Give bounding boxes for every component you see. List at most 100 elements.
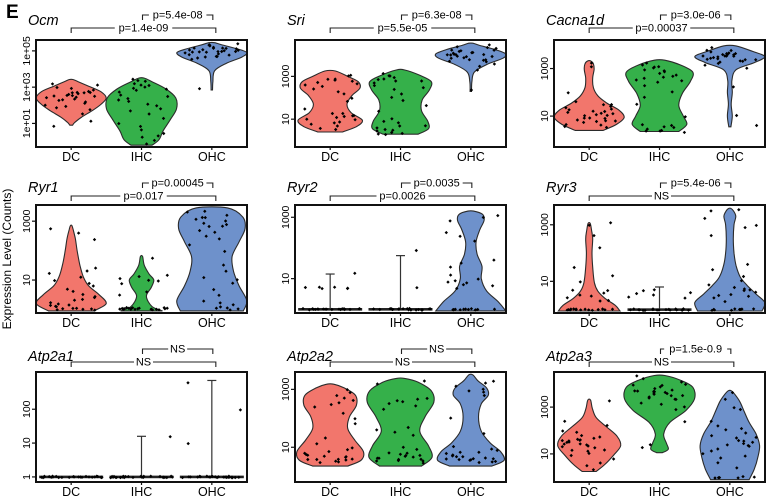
violin-ihc xyxy=(105,77,178,146)
whisker-ohc xyxy=(207,379,217,477)
significance-bracket xyxy=(141,14,214,20)
data-points-ohc xyxy=(444,213,500,312)
x-tick-label-ihc: IHC xyxy=(131,485,153,499)
y-tick-label: 10 xyxy=(21,274,33,286)
data-points-ohc xyxy=(445,43,498,92)
significance-bracket xyxy=(400,348,473,354)
y-tick-label: 1000 xyxy=(539,57,551,81)
gene-title: Ocm xyxy=(28,13,59,29)
significance-bracket xyxy=(141,348,214,354)
x-tick-label-ohc: OHC xyxy=(457,485,485,499)
x-tick-label-ihc: IHC xyxy=(390,485,412,499)
y-tick-label: 1 xyxy=(21,474,33,480)
violin-dc xyxy=(557,221,622,312)
significance-bracket xyxy=(329,195,476,201)
x-tick-label-dc: DC xyxy=(321,485,339,499)
whisker-ihc xyxy=(655,286,664,310)
violin-dc xyxy=(557,398,622,473)
gene-title: Atp2a1 xyxy=(27,349,74,365)
data-points-ohc xyxy=(180,381,243,480)
violin-ihc xyxy=(625,59,694,133)
x-tick-label-ihc: IHC xyxy=(649,316,671,330)
significance-bracket xyxy=(588,27,735,33)
violin-dc xyxy=(297,69,364,133)
significance-bracket xyxy=(70,27,217,33)
p-value-label: p=0.00045 xyxy=(152,178,204,190)
significance-bracket xyxy=(588,195,735,201)
x-tick-label-ihc: IHC xyxy=(131,316,153,330)
violin-dc xyxy=(37,78,107,126)
violin-ohc xyxy=(434,42,505,92)
y-tick-label: 1000 xyxy=(280,205,292,229)
p-value-label: NS xyxy=(136,357,151,369)
significance-bracket xyxy=(659,182,732,188)
data-points-ihc xyxy=(371,248,433,312)
x-tick-label-dc: DC xyxy=(62,150,80,164)
violin-ohc xyxy=(694,44,764,128)
gene-title: Atp2a2 xyxy=(286,349,333,365)
p-value-label: NS xyxy=(654,191,669,203)
y-tick-label: 10 xyxy=(539,110,551,122)
x-tick-label-ohc: OHC xyxy=(198,485,226,499)
y-tick-label: 10 xyxy=(21,437,33,449)
p-value-label: p=6.3e-08 xyxy=(412,10,462,22)
data-points-dc xyxy=(301,271,362,312)
data-points-ohc xyxy=(183,42,240,91)
x-tick-label-dc: DC xyxy=(321,316,339,330)
p-value-label: p=1.5e-0.9 xyxy=(669,344,722,356)
violin-ihc xyxy=(623,374,696,454)
x-tick-label-ihc: IHC xyxy=(649,150,671,164)
p-value-label: NS xyxy=(429,344,444,356)
whisker-ihc xyxy=(396,255,405,310)
violin-ihc xyxy=(120,254,163,312)
p-value-label: p=0.017 xyxy=(123,191,163,203)
gene-title: Ryr2 xyxy=(287,180,318,196)
y-tick-label: 10 xyxy=(280,113,292,125)
y-tick-label: 1000 xyxy=(21,209,33,233)
data-points-dc xyxy=(303,388,357,465)
x-tick-label-dc: DC xyxy=(580,316,598,330)
data-points-ihc xyxy=(117,256,169,312)
x-tick-label-dc: DC xyxy=(580,485,598,499)
violin-plot-ocm: 1e+01 1e+03 1e+05 DC IHC OHC Ocm p=5.4e-08p=1.4… xyxy=(21,10,248,164)
p-value-label: p=5.5e-05 xyxy=(378,23,428,35)
y-tick-label: 1e+03 xyxy=(21,72,33,102)
p-value-label: NS xyxy=(395,357,410,369)
p-value-label: NS xyxy=(170,344,185,356)
x-tick-label-ohc: OHC xyxy=(198,150,226,164)
x-tick-label-ohc: OHC xyxy=(716,316,744,330)
violin-plot-atp2a3: 10 1000 DC IHC OHC Atp2a3 p=1.5e-0.9NS xyxy=(539,344,766,499)
y-tick-label: 1000 xyxy=(280,65,292,89)
y-tick-label: 100 xyxy=(21,400,33,418)
data-points-ihc xyxy=(109,435,175,480)
p-value-label: p=0.0035 xyxy=(414,178,460,190)
violin-plot-cacna1d: 10 1000 DC IHC OHC Cacna1d p=3.0e-06p=0.00037 xyxy=(539,10,766,164)
data-points-ohc xyxy=(185,209,240,312)
y-tick-label: 10 xyxy=(539,448,551,460)
y-tick-label: 1000 xyxy=(280,378,292,402)
p-value-label: p=3.0e-06 xyxy=(671,10,721,22)
significance-bracket xyxy=(70,361,217,367)
violin-ohc xyxy=(176,206,246,312)
x-tick-label-ihc: IHC xyxy=(390,150,412,164)
significance-bracket xyxy=(329,361,476,367)
y-tick-label: 1e+01 xyxy=(21,109,33,139)
x-tick-label-ohc: OHC xyxy=(457,316,485,330)
x-tick-label-ohc: OHC xyxy=(716,485,744,499)
data-points-ihc xyxy=(374,379,429,465)
significance-bracket xyxy=(70,195,217,201)
collapsed-violin-dc xyxy=(298,308,363,311)
significance-bracket xyxy=(400,182,473,188)
violin-ohc xyxy=(436,373,505,467)
x-tick-label-ohc: OHC xyxy=(198,316,226,330)
significance-bracket xyxy=(329,27,476,33)
p-value-label: p=0.0026 xyxy=(379,191,425,203)
significance-bracket xyxy=(141,182,214,188)
y-axis-title: Expression Level (Counts) xyxy=(0,189,14,330)
significance-bracket xyxy=(659,348,732,354)
whisker-ihc xyxy=(137,435,146,477)
data-points-dc xyxy=(47,227,98,312)
